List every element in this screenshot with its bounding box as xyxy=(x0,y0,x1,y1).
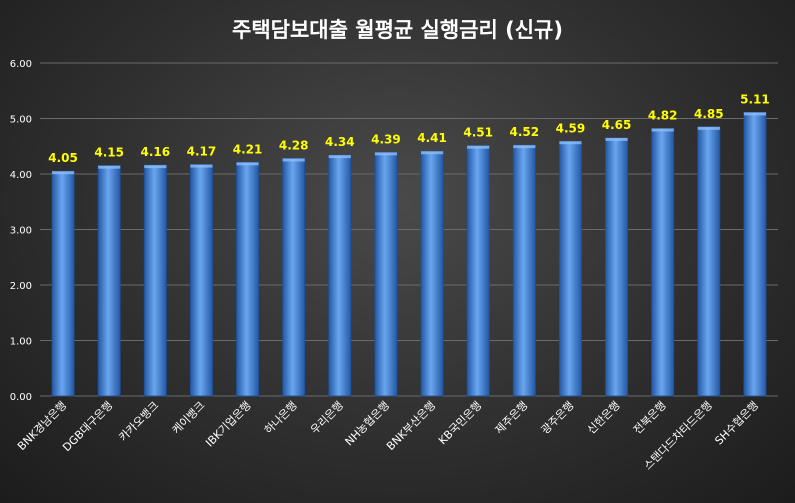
y-tick-label: 2.00 xyxy=(10,281,32,292)
data-label: 4.65 xyxy=(602,118,632,132)
bar xyxy=(558,140,582,397)
data-label: 5.11 xyxy=(740,92,770,106)
y-tick-label: 5.00 xyxy=(10,115,32,126)
data-label: 4.05 xyxy=(48,151,78,165)
x-tick-label: 하나은행 xyxy=(261,398,300,437)
bar-highlight xyxy=(605,137,628,141)
data-label: 4.15 xyxy=(94,146,124,160)
bar-highlight xyxy=(374,152,398,156)
data-label: 4.51 xyxy=(463,126,493,140)
data-label: 4.21 xyxy=(233,142,263,156)
y-tick-label: 1.00 xyxy=(10,337,32,348)
bar-highlight xyxy=(144,165,167,169)
bar-highlight xyxy=(420,151,444,155)
bar-highlight xyxy=(743,112,767,116)
bar xyxy=(605,137,629,397)
bars xyxy=(51,111,767,397)
x-tick-label: 광주은행 xyxy=(539,399,577,437)
x-tick-label: 케이뱅크 xyxy=(170,399,208,437)
x-tick-label: NH농협은행 xyxy=(343,399,392,448)
y-tick-label: 4.00 xyxy=(10,170,32,181)
x-tick-label: 전북은행 xyxy=(631,399,669,437)
x-tick-label: KB국민은행 xyxy=(436,399,484,447)
bar xyxy=(97,165,121,397)
bar xyxy=(282,158,306,397)
data-label: 4.28 xyxy=(279,138,309,152)
x-tick-label: IBK기업은행 xyxy=(203,399,254,450)
chart-title: 주택담보대출 월평균 실행금리 (신규) xyxy=(232,18,563,42)
data-labels: 4.05 4.15 4.16 4.17 4.21 4.28 4.34 4.39 4.41 4.51… xyxy=(48,92,769,165)
data-label: 4.41 xyxy=(417,131,447,145)
bar-highlight xyxy=(328,155,351,159)
bar xyxy=(374,151,398,397)
data-label: 4.82 xyxy=(648,108,678,122)
bar xyxy=(651,128,675,397)
data-label: 4.17 xyxy=(187,145,217,159)
x-tick-label: 신한은행 xyxy=(585,399,623,437)
bar-highlight xyxy=(559,141,582,145)
bar-highlight xyxy=(236,162,259,166)
data-label: 4.85 xyxy=(694,107,724,121)
bar xyxy=(328,154,352,397)
bar xyxy=(420,150,444,397)
bar-highlight xyxy=(467,145,490,149)
x-tick-label: 우리은행 xyxy=(308,399,346,437)
bar-highlight xyxy=(282,158,305,162)
bar-highlight xyxy=(98,165,121,169)
data-label: 4.59 xyxy=(556,121,586,135)
y-axis-ticks: 0.00 1.00 2.00 3.00 4.00 5.00 6.00 xyxy=(10,59,32,403)
bar xyxy=(697,126,721,397)
data-label: 4.16 xyxy=(141,145,171,159)
bar-highlight xyxy=(697,126,720,130)
bar xyxy=(236,161,260,397)
bar-highlight xyxy=(51,171,75,175)
y-tick-label: 0.00 xyxy=(10,392,32,403)
bar xyxy=(466,145,490,397)
bar-highlight xyxy=(190,164,213,168)
bar-highlight xyxy=(651,128,674,132)
bar xyxy=(143,164,167,397)
y-tick-label: 6.00 xyxy=(10,59,32,70)
y-tick-label: 3.00 xyxy=(10,226,32,237)
bar xyxy=(189,164,213,397)
bar-highlight xyxy=(513,145,536,149)
x-tick-label: 제주은행 xyxy=(493,399,531,437)
data-label: 4.39 xyxy=(371,132,401,146)
bar xyxy=(743,111,767,397)
bar xyxy=(512,144,536,397)
bar xyxy=(51,170,75,397)
x-tick-label: SH수협은행 xyxy=(712,399,761,448)
data-label: 4.52 xyxy=(510,125,540,139)
x-tick-label: DGB대구은행 xyxy=(60,399,115,454)
x-tick-label: BNK부산은행 xyxy=(384,399,438,453)
x-tick-label: 카카오뱅크 xyxy=(116,399,161,444)
data-label: 4.34 xyxy=(325,135,355,149)
